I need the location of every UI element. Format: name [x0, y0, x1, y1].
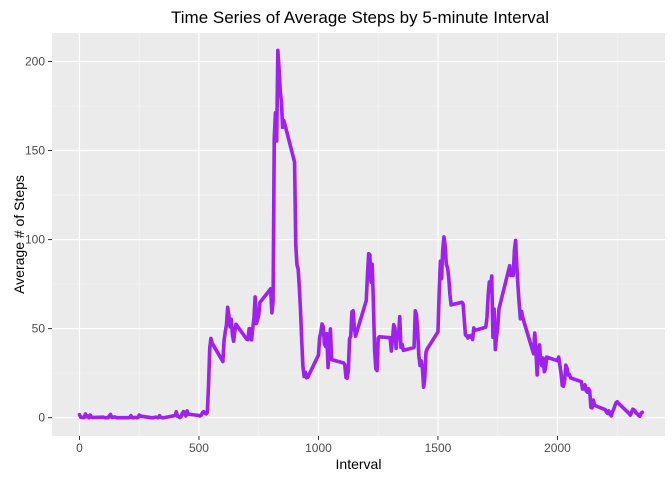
y-tick-label: 0 [38, 411, 45, 425]
x-tick-label: 1500 [425, 441, 452, 455]
x-tick-label: 2000 [544, 441, 571, 455]
y-axis-label: Average # of Steps [11, 175, 27, 294]
x-tick-label: 0 [76, 441, 83, 455]
chart-title: Time Series of Average Steps by 5-minute… [171, 8, 549, 27]
series-line [77, 48, 645, 420]
y-tick-label: 50 [32, 322, 46, 336]
y-tick-label: 100 [25, 233, 45, 247]
x-tick-label: 500 [189, 441, 209, 455]
y-tick-label: 150 [25, 144, 45, 158]
y-tick-label: 200 [25, 54, 45, 68]
axis-ticks: 0 500 1000 1500 2000 0 50 100 150 200 [25, 54, 571, 455]
x-tick-label: 1000 [305, 441, 332, 455]
x-axis-label: Interval [336, 456, 382, 472]
grid-lines [52, 33, 665, 436]
plot-panel [52, 33, 665, 436]
